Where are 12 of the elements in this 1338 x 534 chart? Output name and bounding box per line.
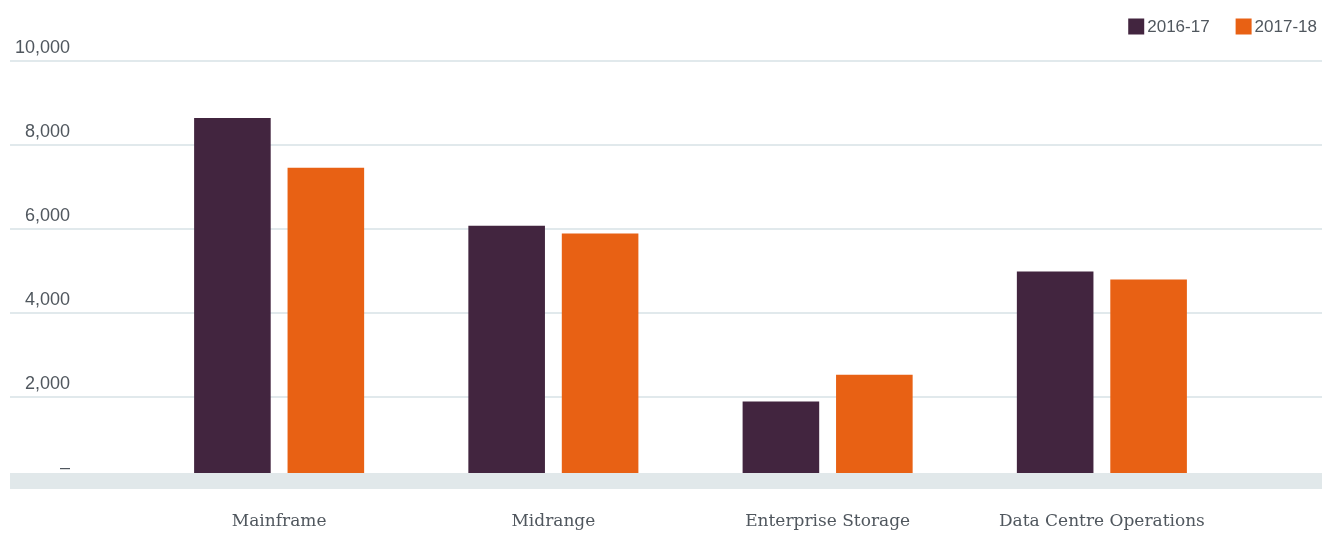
y-tick-label: 8,000 [24,121,70,141]
x-tick-label: Enterprise Storage [745,509,911,530]
y-tick-label: 4,000 [24,289,70,309]
y-tick-label: 10,000 [14,37,70,57]
legend-label: 2016-17 [1147,17,1210,36]
y-tick-label: 2,000 [24,373,70,393]
x-tick-label: Mainframe [231,509,327,530]
legend-label: 2017-18 [1254,17,1317,36]
y-tick-label: 6,000 [24,205,70,225]
x-tick-label: Midrange [511,509,596,530]
x-tick-label: Data Centre Operations [998,509,1205,530]
y-tick-label: – [59,457,70,477]
